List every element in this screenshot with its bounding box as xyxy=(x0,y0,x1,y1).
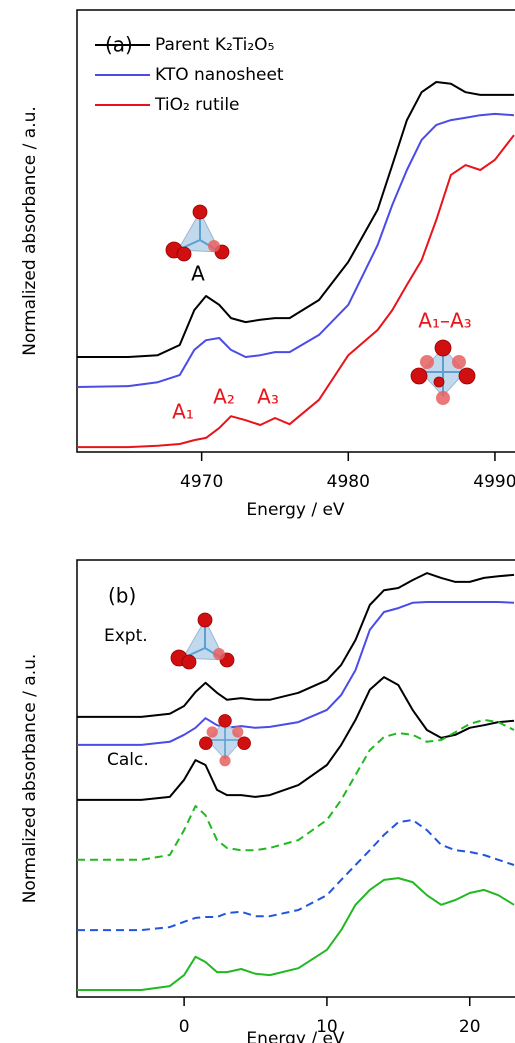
panel-label: (a) xyxy=(105,33,133,57)
series-line xyxy=(77,134,515,449)
series-line xyxy=(77,877,515,991)
plot-frame xyxy=(76,9,515,453)
annotation: Calc. xyxy=(107,750,149,770)
annotation: Expt. xyxy=(104,626,148,646)
x-axis-label: Energy / eV xyxy=(246,1029,345,1043)
series-line xyxy=(77,819,515,932)
peak-label: A xyxy=(191,262,205,286)
series-line xyxy=(77,572,515,718)
series-line xyxy=(77,81,514,358)
series-line xyxy=(77,601,515,746)
legend-label: TiO₂ rutile xyxy=(154,95,240,115)
panel-label: (b) xyxy=(108,584,136,608)
x-axis-label: Energy / eV xyxy=(246,500,345,520)
series-line xyxy=(77,676,515,801)
tetrahedron-icon xyxy=(170,612,235,670)
x-tick-label: 0 xyxy=(179,1017,190,1037)
octahedron-icon xyxy=(410,339,476,405)
tetrahedron-icon xyxy=(165,204,230,262)
peak-label: A₂ xyxy=(213,385,235,409)
x-tick-label: 20 xyxy=(459,1017,481,1037)
peak-label: A₃ xyxy=(257,385,279,409)
plot: 0 10 20 Energy / eV Normalized absorbance / … xyxy=(20,559,515,1043)
legend-label: KTO nanosheet xyxy=(155,65,284,85)
y-axis-label: Normalized absorbance / a.u. xyxy=(20,654,40,904)
legend-label: Parent K₂Ti₂O₅ xyxy=(155,35,274,55)
x-tick-label: 4990 xyxy=(473,472,515,492)
x-tick-label: 4970 xyxy=(180,472,223,492)
octahedron-icon xyxy=(199,714,251,767)
peak-label: A₁ xyxy=(172,400,194,424)
plot-frame xyxy=(76,559,515,998)
y-axis-label: Normalized absorbance / a.u. xyxy=(20,106,40,356)
x-tick-label: 4980 xyxy=(327,472,370,492)
series-line xyxy=(77,718,515,861)
plot: 4970 4980 4990 Energy / eV Normalized absorb… xyxy=(20,9,515,520)
series-line xyxy=(76,112,515,388)
x-tick-label: 10 xyxy=(316,1017,338,1037)
peak-label: A₁–A₃ xyxy=(418,309,471,333)
